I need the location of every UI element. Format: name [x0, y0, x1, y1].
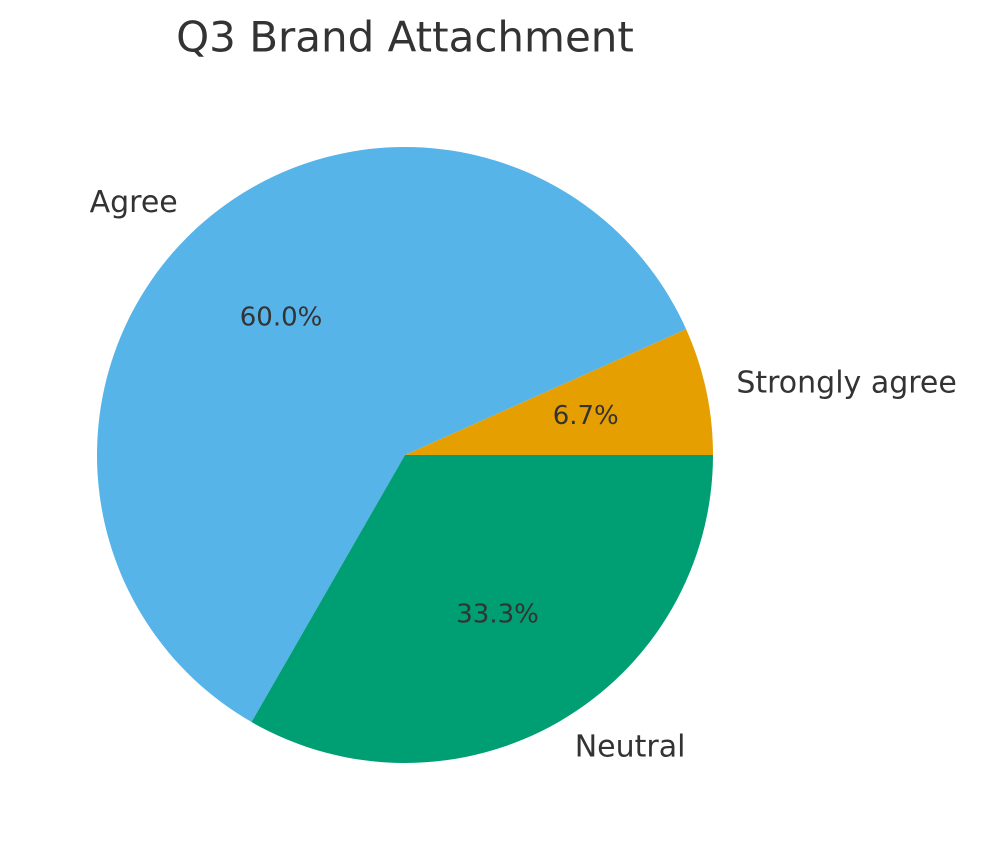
chart-title: Q3 Brand Attachment [176, 13, 634, 62]
slice-label: Agree [90, 185, 178, 220]
pie-slice [405, 329, 713, 455]
pie-slice [251, 455, 713, 763]
percent-label: 33.3% [456, 599, 539, 629]
percent-label: 60.0% [240, 302, 323, 332]
pie-slice [96, 146, 687, 723]
slice-label: Strongly agree [736, 366, 957, 401]
slice-label: Neutral [575, 730, 686, 765]
percent-label: 6.7% [553, 401, 619, 431]
